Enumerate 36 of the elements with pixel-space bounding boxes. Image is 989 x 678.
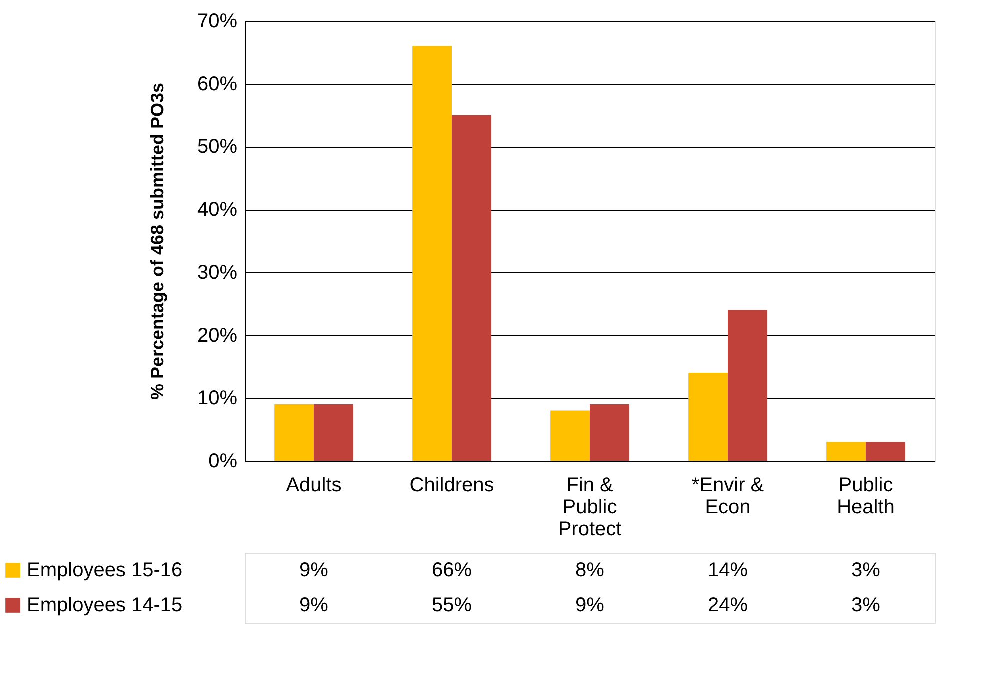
x-tick-label: Fin & Public Protect [558, 474, 622, 540]
bar [314, 404, 354, 461]
y-axis-title: % Percentage of 468 submitted PO3s [147, 82, 168, 400]
legend-label: Employees 14-15 [27, 594, 183, 616]
bar [866, 442, 906, 461]
data-label: 24% [708, 594, 748, 616]
y-tick-label: 60% [197, 73, 238, 96]
y-tick-label: 30% [197, 262, 238, 284]
y-tick-label: 0% [208, 450, 238, 472]
data-label: 9% [300, 560, 329, 582]
y-tick-label: 20% [197, 324, 238, 347]
data-label: 14% [708, 560, 748, 582]
legend-label: Employees 15-16 [27, 560, 183, 582]
x-tick-label: Public Health [837, 474, 895, 518]
x-tick-label: Adults [286, 474, 342, 496]
y-tick-label: 10% [197, 388, 238, 410]
bar [728, 310, 768, 461]
data-label: 3% [852, 594, 881, 616]
data-label: 3% [852, 560, 881, 582]
y-tick-label: 40% [197, 199, 238, 222]
x-tick-label: Childrens [410, 474, 494, 496]
bar [412, 46, 452, 461]
bar [688, 373, 728, 461]
y-tick-label: 70% [197, 10, 238, 32]
bar [274, 404, 314, 461]
bar [452, 115, 492, 461]
data-label: 66% [432, 560, 472, 582]
bar [550, 410, 590, 461]
data-label: 55% [432, 594, 472, 616]
x-tick-label: *Envir & Econ [692, 474, 765, 518]
bar [826, 442, 866, 461]
data-label: 8% [576, 560, 605, 582]
bar [590, 404, 630, 461]
y-tick-label: 50% [197, 136, 238, 158]
data-label: 9% [576, 594, 605, 616]
data-label: 9% [300, 594, 329, 616]
